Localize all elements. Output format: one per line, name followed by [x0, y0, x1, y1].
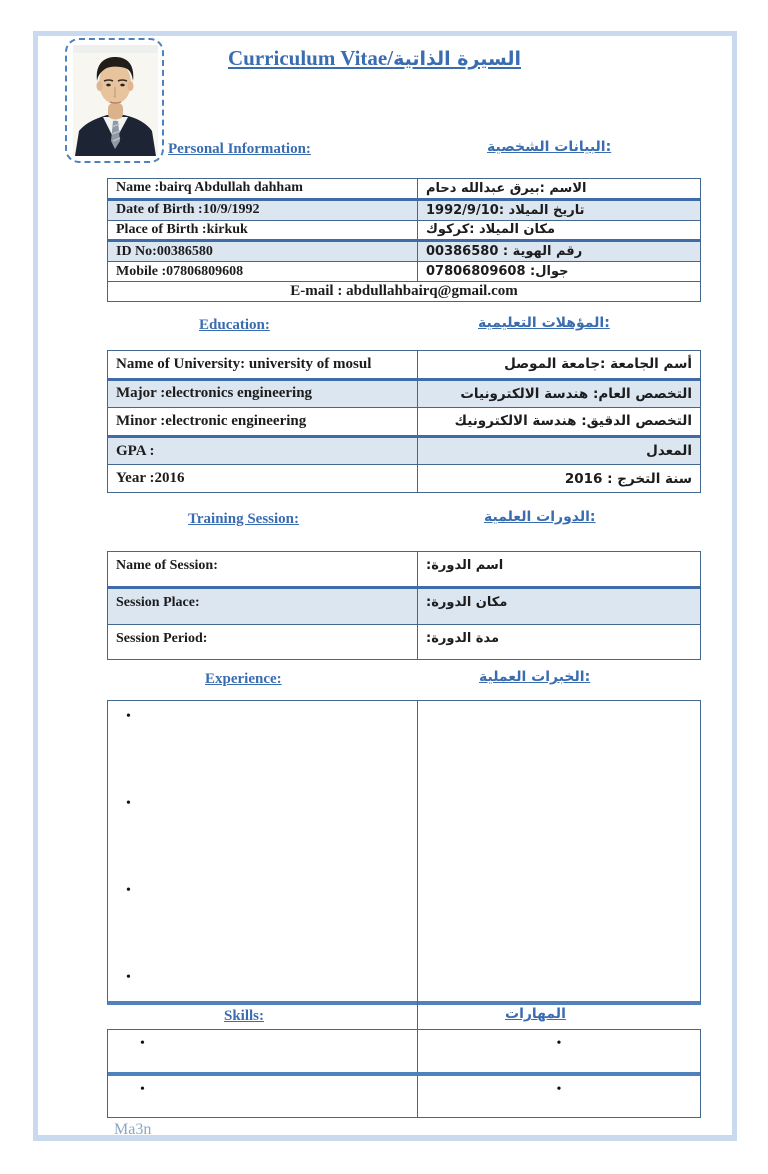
skills-bullet-right: •	[556, 1081, 562, 1097]
heading-education-en: Education:	[199, 317, 270, 333]
edu-major-ar: التخصص العام: هندسة الالكترونيات	[460, 385, 692, 402]
personal-info-table: Name :bairq Abdullah dahham الاسم :بيرق …	[107, 178, 701, 302]
table-row: Date of Birth :10/9/1992 تاريخ الميلاد :…	[108, 197, 700, 220]
personal-pob-en: Place of Birth :kirkuk	[108, 220, 418, 240]
table-row: • • • •	[108, 701, 700, 1058]
table-row: ID No:00386580 رقم الهوية : 00386580	[108, 239, 700, 262]
table-row: Name :bairq Abdullah dahham الاسم :بيرق …	[108, 179, 700, 198]
table-row: Name of Session: اسم الدورة:	[108, 552, 700, 587]
table-row: Session Place: مكان الدورة:	[108, 586, 700, 624]
skills-bullet-right: •	[556, 1036, 562, 1051]
experience-bullets-cell: • • • •	[108, 701, 418, 1058]
heading-experience-ar: الخبرات العملية:	[479, 669, 591, 685]
personal-id-ar: رقم الهوية : 00386580	[426, 244, 583, 260]
skills-table: • • • •	[107, 1029, 701, 1118]
personal-name-ar: الاسم :بيرق عبدالله دحام	[426, 180, 587, 196]
table-row: Name of University: university of mosul …	[108, 351, 700, 378]
personal-name-en: Name :bairq Abdullah dahham	[108, 179, 418, 198]
personal-dob-en: Date of Birth :10/9/1992	[108, 200, 418, 220]
edu-university-ar: أسم الجامعة :جامعة الموصل	[504, 356, 692, 373]
table-row: Session Period: مدة الدورة:	[108, 623, 700, 659]
training-place-ar: مكان الدورة:	[426, 595, 508, 611]
table-row: • •	[108, 1030, 700, 1072]
training-place-en: Session Place:	[108, 589, 418, 624]
profile-photo-frame	[65, 38, 164, 163]
personal-mobile-ar: جوال: 07806809608	[426, 264, 569, 280]
table-row: • •	[108, 1071, 700, 1117]
heading-training-en: Training Session:	[188, 511, 299, 527]
heading-personal-en: Personal Information:	[168, 141, 311, 157]
page-title-ar: السيرة الذاتية	[393, 48, 522, 70]
experience-bullet: •	[126, 970, 131, 985]
watermark: Ma3n	[114, 1121, 152, 1138]
personal-email: E-mail : abdullahbairq@gmail.com	[290, 282, 518, 299]
table-row: Place of Birth :kirkuk مكان الميلاد :كرك…	[108, 219, 700, 240]
heading-personal-ar: البيانات الشخصية:	[487, 139, 612, 155]
personal-dob-ar: تاريخ الميلاد :1992/9/10	[426, 202, 585, 218]
training-table: Name of Session: اسم الدورة: Session Pla…	[107, 551, 701, 660]
table-row: GPA : المعدل	[108, 434, 700, 465]
experience-bullet: •	[126, 883, 131, 898]
heading-skills-ar: المهارات	[505, 1006, 566, 1022]
heading-skills-en: Skills:	[224, 1008, 265, 1024]
edu-minor-ar: التخصص الدقيق: هندسة الالكترونيك	[454, 413, 692, 430]
table-row: E-mail : abdullahbairq@gmail.com	[108, 280, 700, 301]
training-name-ar: اسم الدورة:	[426, 558, 504, 573]
edu-major-en: Major :electronics engineering	[108, 380, 418, 408]
profile-photo	[73, 45, 158, 156]
education-table: Name of University: university of mosul …	[107, 350, 701, 493]
personal-mobile-en: Mobile :07806809608	[108, 262, 418, 281]
table-row: Minor :electronic engineering التخصص الد…	[108, 407, 700, 435]
heading-education-ar: المؤهلات التعليمية:	[478, 315, 610, 331]
skills-bullet-left: •	[108, 1075, 418, 1117]
page-title: Curriculum Vitae/السيرة الذاتية	[228, 46, 521, 71]
edu-year-en: Year :2016	[108, 465, 418, 492]
edu-minor-en: Minor :electronic engineering	[108, 408, 418, 435]
personal-id-en: ID No:00386580	[108, 242, 418, 262]
edu-gpa-en: GPA :	[108, 437, 418, 465]
experience-bullet: •	[126, 796, 131, 811]
training-period-en: Session Period:	[108, 624, 418, 659]
skills-bullet-left: •	[108, 1030, 418, 1072]
experience-bullet: •	[126, 709, 131, 724]
edu-university-en: Name of University: university of mosul	[108, 351, 418, 378]
personal-pob-ar: مكان الميلاد :كركوك	[426, 222, 556, 238]
heading-experience-en: Experience:	[205, 671, 282, 687]
table-row: Major :electronics engineering التخصص ال…	[108, 377, 700, 408]
training-period-ar: مدة الدورة:	[426, 630, 500, 646]
experience-table: • • • •	[107, 700, 701, 1058]
table-row: Year :2016 سنة التخرج : 2016	[108, 464, 700, 492]
page-border-frame	[33, 31, 737, 1141]
heading-training-ar: الدورات العلمية:	[484, 509, 596, 525]
edu-year-ar: سنة التخرج : 2016	[564, 470, 692, 487]
edu-gpa-ar: المعدل	[646, 443, 692, 460]
table-row: Mobile :07806809608 جوال: 07806809608	[108, 261, 700, 281]
page-title-en: Curriculum Vitae/	[228, 46, 394, 70]
training-name-en: Name of Session:	[108, 552, 418, 587]
experience-empty-cell	[418, 701, 700, 1058]
